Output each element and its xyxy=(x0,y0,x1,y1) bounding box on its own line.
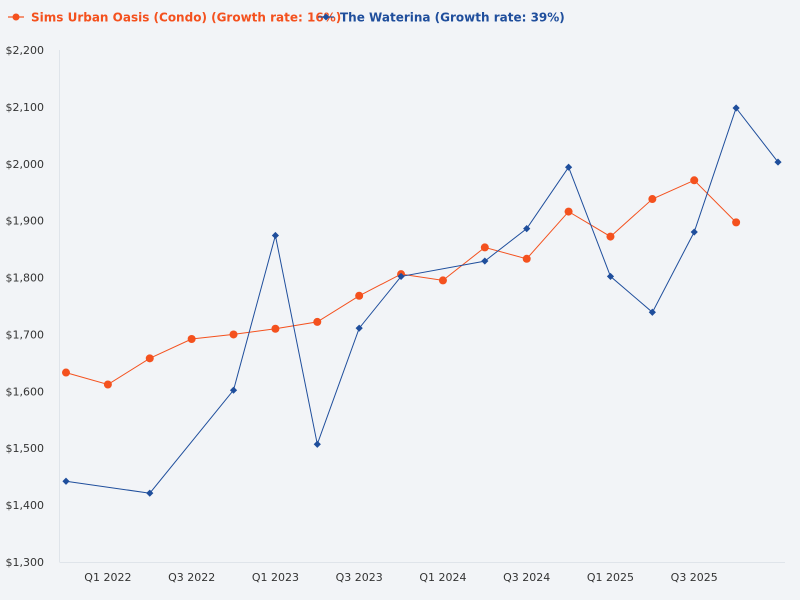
data-point-the-waterina[interactable] xyxy=(523,225,531,233)
series-line-the-waterina xyxy=(65,106,779,494)
legend-marker-the-waterina xyxy=(322,13,330,21)
y-tick-label: $1,700 xyxy=(6,328,45,341)
x-tick-label: Q3 2023 xyxy=(336,571,383,584)
data-point-the-waterina[interactable] xyxy=(62,477,70,485)
data-point-sims-urban-oasis[interactable] xyxy=(564,207,573,216)
data-point-sims-urban-oasis[interactable] xyxy=(480,243,489,252)
x-tick-label: Q3 2022 xyxy=(168,571,215,584)
legend-item-the-waterina[interactable]: The Waterina (Growth rate: 39%) xyxy=(318,11,565,25)
y-tick-label: $1,500 xyxy=(6,442,45,455)
data-point-the-waterina[interactable] xyxy=(690,228,698,236)
y-tick-label: $1,800 xyxy=(6,272,45,285)
data-point-sims-urban-oasis[interactable] xyxy=(145,354,154,363)
data-point-the-waterina[interactable] xyxy=(313,440,321,448)
data-point-sims-urban-oasis[interactable] xyxy=(648,195,657,204)
data-point-the-waterina[interactable] xyxy=(397,272,405,281)
data-point-sims-urban-oasis[interactable] xyxy=(606,232,615,241)
data-point-the-waterina[interactable] xyxy=(229,386,238,394)
legend-item-sims-urban-oasis[interactable]: Sims Urban Oasis (Condo) (Growth rate: 1… xyxy=(8,11,341,25)
x-tick-label: Q3 2024 xyxy=(503,571,550,584)
data-point-sims-urban-oasis[interactable] xyxy=(187,334,196,343)
data-point-the-waterina[interactable] xyxy=(481,257,489,265)
data-point-the-waterina[interactable] xyxy=(732,104,740,112)
y-tick-label: $1,400 xyxy=(6,499,45,512)
legend-label-sims-urban-oasis: Sims Urban Oasis (Condo) (Growth rate: 1… xyxy=(31,11,341,25)
data-point-the-waterina[interactable] xyxy=(271,231,280,240)
legend: Sims Urban Oasis (Condo) (Growth rate: 1… xyxy=(8,11,565,25)
x-tick-label: Q1 2023 xyxy=(252,571,299,584)
y-tick-label: $2,000 xyxy=(6,158,45,171)
legend-marker-sims-urban-oasis xyxy=(12,13,20,21)
y-tick-label: $1,300 xyxy=(6,556,45,569)
legend-label-the-waterina: The Waterina (Growth rate: 39%) xyxy=(340,11,565,25)
y-tick-label: $1,600 xyxy=(6,385,45,398)
data-point-sims-urban-oasis[interactable] xyxy=(732,218,741,227)
data-point-the-waterina[interactable] xyxy=(355,324,363,332)
series-layer xyxy=(62,104,782,497)
data-point-sims-urban-oasis[interactable] xyxy=(62,368,70,377)
data-point-sims-urban-oasis[interactable] xyxy=(438,276,447,285)
data-point-sims-urban-oasis[interactable] xyxy=(313,317,322,326)
data-point-sims-urban-oasis[interactable] xyxy=(229,330,238,339)
data-point-sims-urban-oasis[interactable] xyxy=(355,291,364,300)
data-point-sims-urban-oasis[interactable] xyxy=(690,176,699,185)
series-line-sims-urban-oasis xyxy=(65,179,737,386)
x-tick-label: Q1 2022 xyxy=(84,571,131,584)
x-tick-label: Q3 2025 xyxy=(671,571,718,584)
y-tick-label: $2,200 xyxy=(6,44,45,57)
x-tick-labels: Q1 2022 Q3 2022 Q1 2023 Q3 2023 Q1 2024 Q3 20… xyxy=(84,571,718,584)
y-tick-label: $2,100 xyxy=(6,101,45,114)
y-tick-labels: $1,300 $1,400 $1,500 $1,600 $1,700 $1,800 $1,9… xyxy=(6,44,45,569)
data-point-sims-urban-oasis[interactable] xyxy=(271,324,280,333)
data-point-the-waterina[interactable] xyxy=(648,308,656,316)
data-point-the-waterina[interactable] xyxy=(146,489,154,497)
x-tick-label: Q1 2024 xyxy=(419,571,466,584)
data-point-the-waterina[interactable] xyxy=(564,163,573,171)
data-point-the-waterina[interactable] xyxy=(774,158,782,166)
data-point-sims-urban-oasis[interactable] xyxy=(522,254,531,263)
data-point-the-waterina[interactable] xyxy=(606,272,615,281)
x-tick-label: Q1 2025 xyxy=(587,571,634,584)
axes xyxy=(59,50,785,563)
y-tick-label: $1,900 xyxy=(6,215,45,228)
data-point-sims-urban-oasis[interactable] xyxy=(103,380,112,389)
